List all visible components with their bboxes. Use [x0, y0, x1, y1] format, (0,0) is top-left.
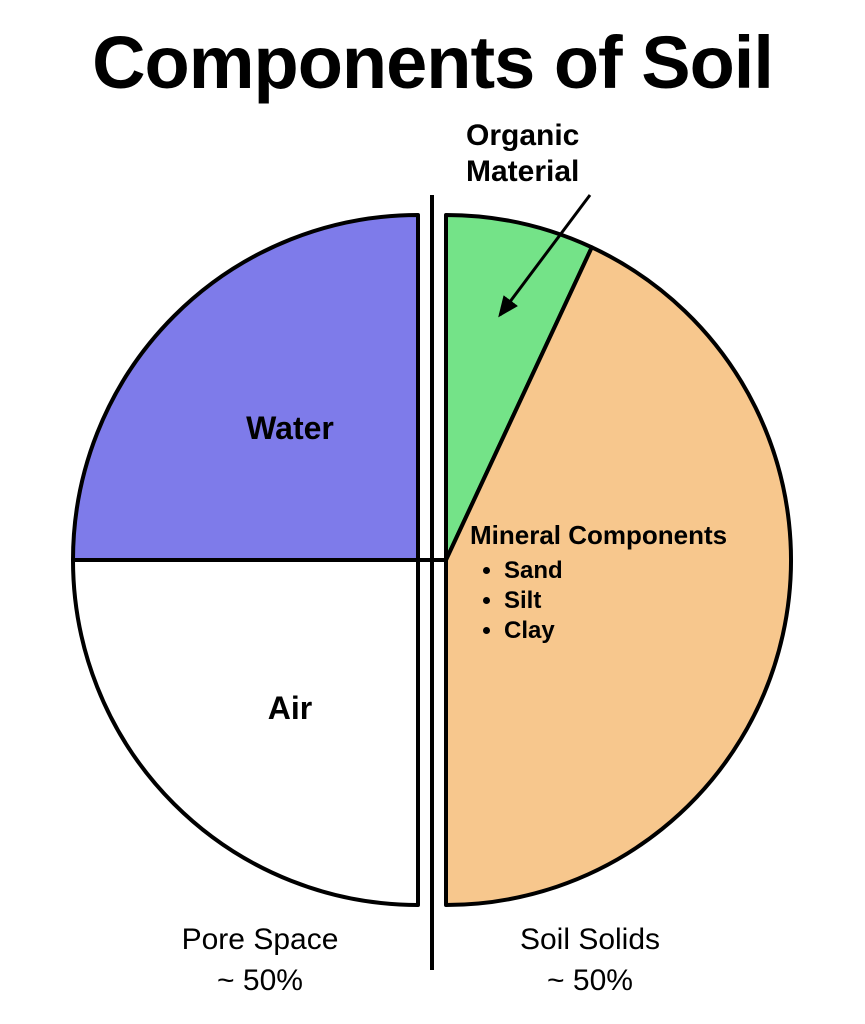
page-root: Components of Soil Organic Material Wate… [0, 0, 865, 1024]
mineral-bullet: Silt [504, 587, 727, 615]
slice-water [73, 215, 418, 560]
pore-space-percent: ~ 50% [120, 961, 400, 1002]
mineral-title: Mineral Components [470, 520, 727, 551]
mineral-components-block: Mineral Components Sand Silt Clay [470, 520, 727, 647]
soil-solids-title: Soil Solids [450, 920, 730, 961]
mineral-bullet-list: Sand Silt Clay [470, 557, 727, 645]
slice-air [73, 560, 418, 905]
air-label: Air [200, 690, 380, 727]
pie-chart-svg [0, 0, 865, 1024]
pore-space-title: Pore Space [120, 920, 400, 961]
pore-space-label: Pore Space ~ 50% [120, 920, 400, 1001]
water-label: Water [200, 410, 380, 447]
organic-material-label: Organic Material [466, 118, 579, 190]
organic-line2: Material [466, 154, 579, 190]
mineral-bullet: Sand [504, 557, 727, 585]
soil-solids-label: Soil Solids ~ 50% [450, 920, 730, 1001]
mineral-bullet: Clay [504, 617, 727, 645]
organic-line1: Organic [466, 118, 579, 154]
soil-solids-percent: ~ 50% [450, 961, 730, 1002]
